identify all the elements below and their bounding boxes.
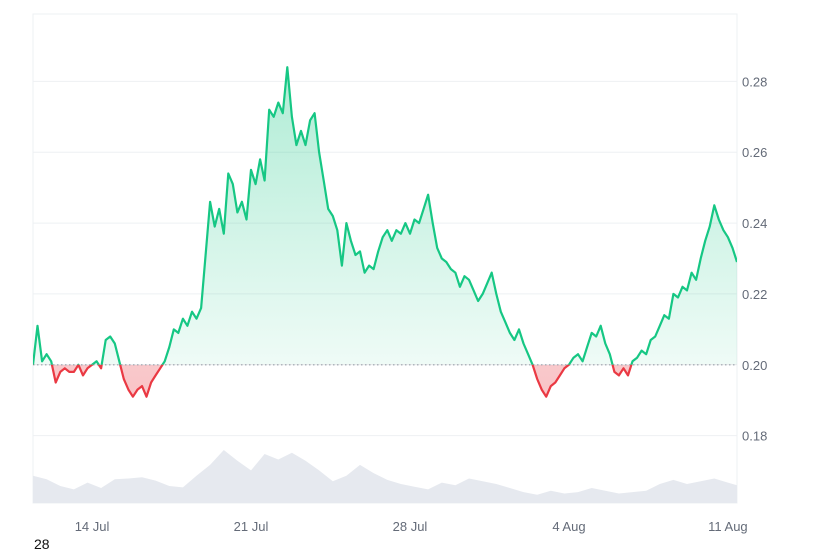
y-axis: 0.18 0.20 0.22 0.24 0.26 0.28 [742, 74, 767, 443]
y-tick-label: 0.20 [742, 358, 767, 373]
line-below-baseline [33, 364, 633, 398]
x-tick-label: 11 Aug [708, 519, 748, 534]
x-tick-label: 14 Jul [75, 519, 110, 534]
area-above-baseline [33, 67, 737, 365]
x-tick-label: 21 Jul [234, 519, 269, 534]
y-tick-label: 0.22 [742, 287, 767, 302]
y-tick-label: 0.18 [742, 429, 767, 444]
price-line [33, 66, 737, 398]
line-above-baseline [33, 66, 737, 365]
x-tick-label: 4 Aug [552, 519, 585, 534]
price-area [33, 67, 737, 397]
x-axis: 14 Jul 21 Jul 28 Jul 4 Aug 11 Aug [75, 519, 748, 534]
y-tick-label: 0.28 [742, 74, 767, 89]
corner-label: 28 [34, 536, 50, 552]
y-tick-label: 0.24 [742, 216, 767, 231]
volume-area [33, 450, 737, 503]
y-tick-label: 0.26 [742, 145, 767, 160]
x-tick-label: 28 Jul [393, 519, 428, 534]
